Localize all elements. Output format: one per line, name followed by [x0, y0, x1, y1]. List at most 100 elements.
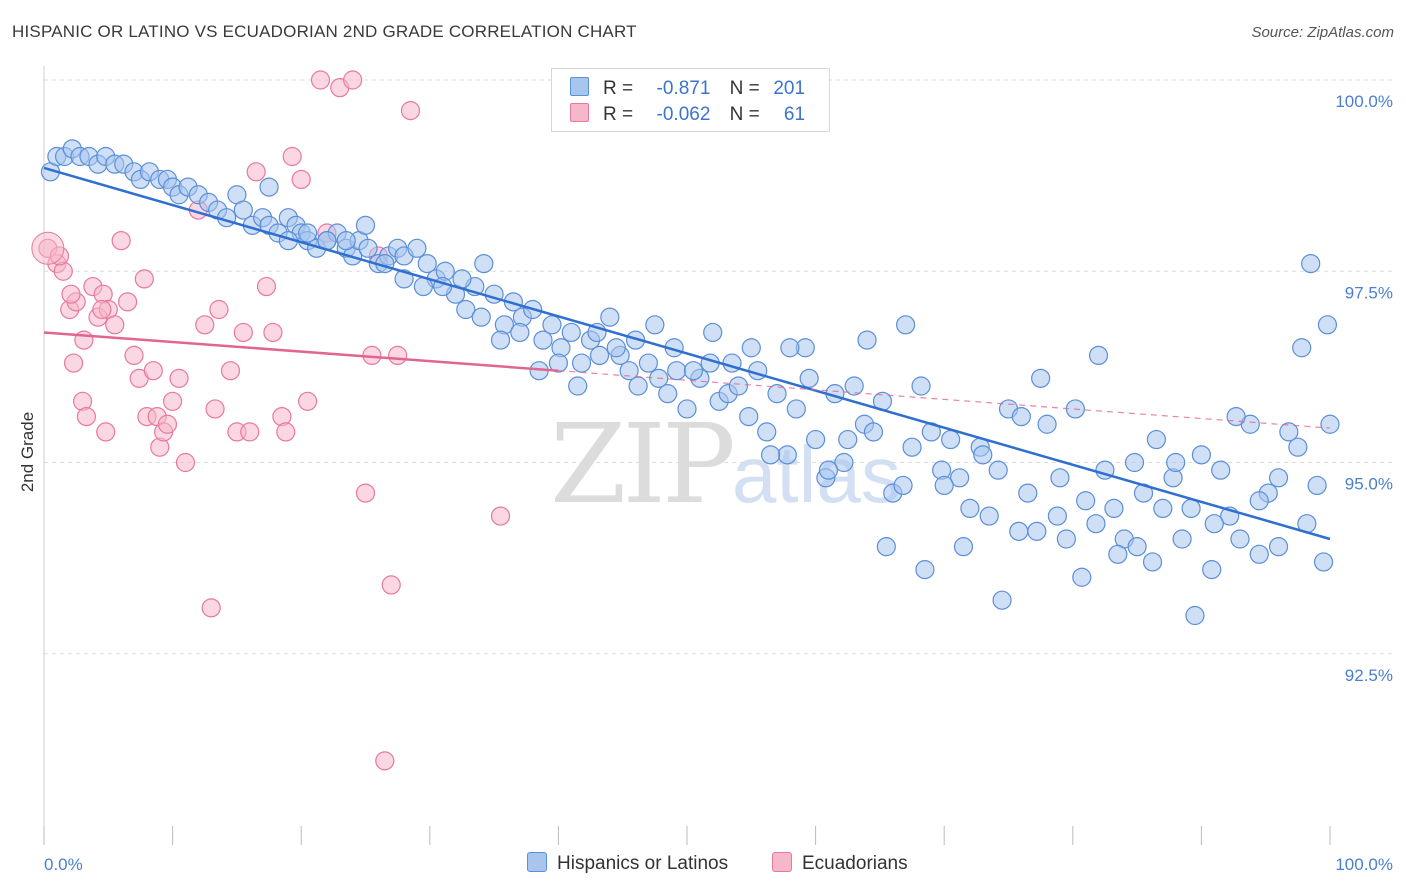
legend-r-label: R =	[603, 78, 634, 99]
point-hispanic	[1279, 422, 1299, 442]
point-ecuadorian	[117, 292, 138, 312]
tick-labels: 92.5% 95.0% 97.5% 100.0% 0.0% 100.0%	[44, 92, 1393, 874]
point-hispanic	[1104, 498, 1124, 518]
trend-line-ecuadorians	[43, 331, 559, 372]
point-ecuadorian	[400, 100, 421, 121]
bottom-legend-swatch-blue	[527, 852, 547, 872]
bottom-legend-ecuadorians[interactable]: Ecuadorians	[772, 852, 908, 875]
point-hispanic	[645, 315, 665, 335]
point-hispanic	[1313, 552, 1334, 572]
point-hispanic	[456, 299, 476, 320]
point-ecuadorian	[375, 751, 395, 771]
point-hispanic	[896, 315, 916, 335]
point-hispanic	[703, 322, 723, 343]
point-ecuadorian	[246, 162, 266, 182]
correlation-legend: R = -0.871 N = 201 R = -0.062 N = 61	[551, 68, 830, 132]
point-hispanic	[741, 338, 761, 358]
y-tick-label: 97.5%	[1345, 283, 1393, 302]
point-ecuadorian	[76, 407, 97, 427]
point-hispanic	[1072, 567, 1092, 587]
point-ecuadorian	[220, 361, 241, 381]
point-hispanic	[358, 238, 378, 258]
point-ecuadorian	[310, 70, 331, 90]
point-hispanic	[510, 322, 530, 343]
point-ecuadorian	[209, 299, 229, 320]
x-tick-label: 0.0%	[44, 855, 83, 874]
point-hispanic	[628, 376, 648, 396]
point-hispanic	[1166, 452, 1186, 473]
point-hispanic	[1124, 452, 1145, 473]
bottom-legend-label: Ecuadorians	[802, 853, 908, 874]
point-ecuadorian	[143, 361, 163, 381]
point-hispanic	[1204, 514, 1224, 534]
point-hispanic	[1108, 544, 1128, 564]
point-ecuadorian	[343, 70, 363, 90]
point-hispanic	[1153, 498, 1173, 518]
point-ecuadorian	[92, 299, 112, 320]
point-hispanic	[953, 537, 974, 557]
point-ecuadorian	[205, 399, 225, 419]
point-ecuadorian	[134, 269, 154, 289]
point-hispanic	[589, 345, 610, 365]
point-hispanic	[902, 437, 922, 457]
point-hispanic	[805, 429, 826, 450]
point-hispanic	[658, 384, 678, 404]
point-hispanic	[911, 376, 931, 396]
legend-r-value: -0.871	[656, 78, 711, 99]
point-hispanic	[1292, 338, 1312, 358]
point-hispanic	[1037, 414, 1057, 434]
chart-title: HISPANIC OR LATINO VS ECUADORIAN 2ND GRA…	[12, 22, 637, 41]
point-hispanic	[767, 384, 787, 404]
point-hispanic	[1076, 491, 1096, 511]
point-hispanic	[683, 361, 704, 381]
point-hispanic	[298, 223, 318, 243]
point-hispanic	[233, 200, 253, 220]
point-hispanic	[780, 338, 800, 358]
point-hispanic	[638, 353, 659, 373]
point-hispanic	[844, 376, 864, 396]
point-hispanic	[474, 254, 494, 274]
legend-swatch-pink	[570, 103, 589, 122]
point-hispanic	[259, 177, 279, 197]
legend-row-ecuadorians: R = -0.062 N = 61	[570, 103, 805, 125]
point-hispanic	[988, 460, 1008, 480]
point-hispanic	[876, 537, 896, 557]
point-hispanic	[941, 429, 961, 450]
point-ecuadorian	[201, 598, 221, 618]
point-hispanic	[777, 445, 797, 465]
chart-source: Source: ZipAtlas.com	[1251, 24, 1394, 41]
point-hispanic	[1185, 605, 1205, 626]
legend-n-value: 61	[783, 104, 806, 125]
point-hispanic	[606, 338, 626, 358]
point-hispanic	[979, 506, 999, 526]
legend-n-label: N =	[729, 104, 760, 125]
point-hispanic	[973, 445, 993, 465]
point-hispanic	[1088, 345, 1109, 365]
point-hispanic	[1031, 368, 1051, 388]
point-hispanic	[561, 322, 581, 343]
point-hispanic	[1191, 445, 1212, 465]
point-hispanic	[533, 330, 553, 350]
trend-lines	[43, 166, 1331, 541]
legend-n-label: N =	[729, 78, 760, 99]
point-ecuadorian	[175, 452, 196, 473]
point-ecuadorian	[490, 506, 511, 526]
point-hispanic	[1211, 460, 1231, 480]
point-hispanic	[490, 330, 511, 350]
point-hispanic	[1249, 544, 1269, 564]
point-ecuadorian	[124, 345, 144, 365]
point-hispanic	[893, 475, 913, 496]
bottom-legend-hispanics[interactable]: Hispanics or Latinos	[527, 852, 728, 875]
point-hispanic	[1268, 537, 1289, 557]
point-ecuadorian	[96, 422, 116, 442]
point-hispanic	[1086, 514, 1106, 534]
x-tick-label: 100.0%	[1335, 855, 1393, 874]
point-ecuadorian	[256, 276, 277, 297]
point-hispanic	[407, 238, 427, 258]
legend-row-hispanics: R = -0.871 N = 201	[570, 77, 805, 99]
y-axis-label: 2nd Grade	[18, 412, 37, 492]
point-hispanic	[1307, 475, 1327, 496]
point-ecuadorian	[291, 169, 311, 190]
point-hispanic	[838, 429, 858, 450]
